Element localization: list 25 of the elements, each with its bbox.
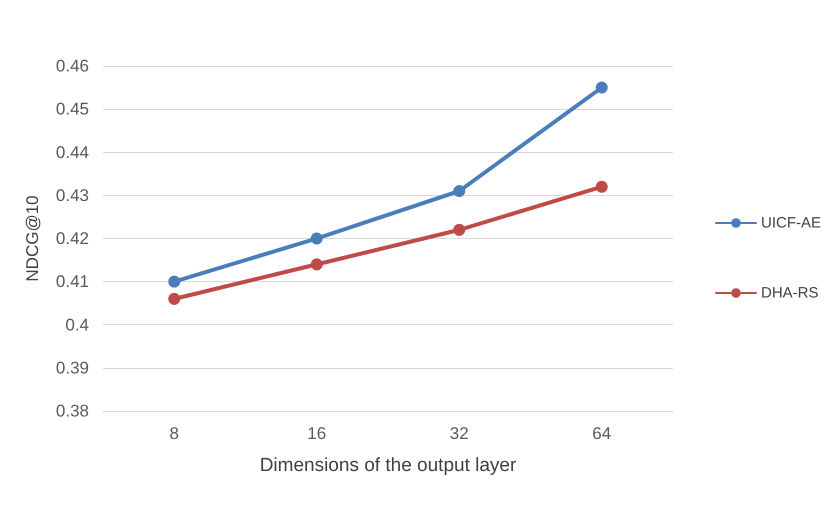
legend-label: DHA-RS [761, 284, 819, 302]
y-tick-label: 0.42 [56, 229, 89, 248]
y-axis-title: NDCG@10 [23, 195, 42, 282]
y-tick-label: 0.45 [56, 100, 89, 119]
x-tick-label: 16 [307, 424, 326, 443]
y-tick-label: 0.43 [56, 186, 89, 205]
y-tick-label: 0.39 [56, 358, 89, 378]
legend-label: UICF-AE [761, 214, 821, 232]
x-tick-label: 8 [170, 424, 179, 443]
point [168, 292, 180, 305]
point [453, 185, 466, 198]
y-tick-label: 0.46 [56, 56, 89, 76]
point [310, 232, 323, 244]
point [596, 82, 608, 94]
point [453, 224, 466, 236]
y-tick-label: 0.44 [56, 142, 89, 162]
x-axis-title: Dimensions of the output layer [260, 455, 517, 476]
point [596, 180, 608, 193]
point [310, 258, 323, 270]
y-tick-label: 0.38 [56, 402, 89, 420]
y-tick-label: 0.41 [56, 272, 89, 292]
x-tick-label: 32 [450, 424, 469, 443]
point [168, 276, 180, 288]
y-tick-label: 0.4 [65, 315, 89, 334]
x-tick-label: 64 [592, 424, 612, 443]
